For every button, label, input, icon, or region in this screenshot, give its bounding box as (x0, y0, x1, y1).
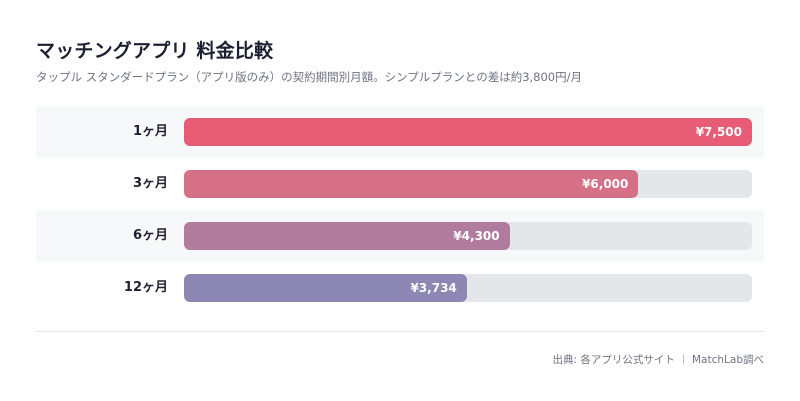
divider (36, 331, 764, 332)
bar: ¥7,500 (184, 118, 752, 146)
bar: ¥4,300 (184, 222, 510, 250)
chart-row: 3ヶ月 ¥6,000 (36, 158, 764, 210)
bar: ¥6,000 (184, 170, 639, 198)
bar-track: ¥3,734 (184, 274, 752, 302)
bar-value-label: ¥3,734 (410, 281, 457, 295)
bar-value-label: ¥7,500 (695, 125, 742, 139)
bar-track: ¥4,300 (184, 222, 752, 250)
source-note: 出典: 各アプリ公式サイト ｜ MatchLab調べ (552, 354, 764, 366)
category-label: 3ヶ月 (132, 176, 168, 191)
chart-row: 12ヶ月 ¥3,734 (36, 262, 764, 314)
page-subtitle: タップル スタンダードプラン（アプリ版のみ）の契約期間別月額。シンプルプランとの… (36, 70, 582, 84)
bar-value-label: ¥4,300 (453, 229, 500, 243)
chart-row: 6ヶ月 ¥4,300 (36, 210, 764, 262)
chart-row: 1ヶ月 ¥7,500 (36, 106, 764, 158)
bar-chart: 1ヶ月 ¥7,500 3ヶ月 ¥6,000 6ヶ月 ¥4,300 12ヶ月 ¥3,734 (36, 106, 764, 314)
bar-value-label: ¥6,000 (582, 177, 629, 191)
bar: ¥3,734 (184, 274, 467, 302)
category-label: 1ヶ月 (132, 124, 168, 139)
page-title: マッチングアプリ 料金比較 (36, 40, 274, 62)
bar-track: ¥7,500 (184, 118, 752, 146)
category-label: 6ヶ月 (132, 228, 168, 243)
bar-track: ¥6,000 (184, 170, 752, 198)
category-label: 12ヶ月 (123, 280, 168, 295)
